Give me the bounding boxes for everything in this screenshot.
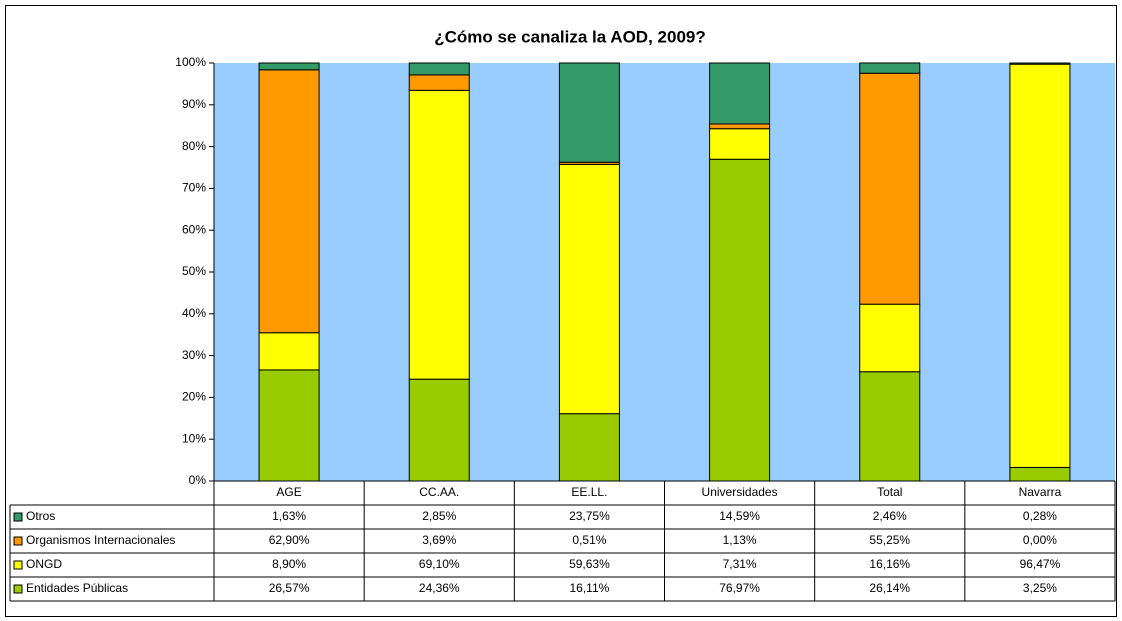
table-value: 2,46% [873, 509, 907, 523]
bar-segment [859, 62, 921, 74]
bar-segment [408, 74, 470, 91]
table-value: 55,25% [869, 533, 910, 547]
table-value: 76,97% [719, 581, 760, 595]
legend-key [13, 512, 23, 522]
table-value: 59,63% [569, 557, 610, 571]
table-value: 3,69% [422, 533, 456, 547]
y-tick-label: 50% [182, 264, 206, 278]
bar-segment [1009, 63, 1071, 468]
table-value: 16,16% [869, 557, 910, 571]
y-tick-label: 80% [182, 139, 206, 153]
table-value: 3,25% [1023, 581, 1057, 595]
table-value: 7,31% [723, 557, 757, 571]
bar-segment [709, 123, 771, 130]
y-tick-label: 20% [182, 390, 206, 404]
table-value: 1,63% [272, 509, 306, 523]
table-value: 0,51% [572, 533, 606, 547]
y-tick-label: 10% [182, 431, 206, 445]
table-value: 69,10% [419, 557, 460, 571]
bar-segment [859, 371, 921, 482]
bar-segment [1009, 466, 1071, 482]
table-value: 24,36% [419, 581, 460, 595]
bar-segment [258, 369, 320, 482]
bar-segment [258, 332, 320, 371]
table-value: 62,90% [269, 533, 310, 547]
legend-label: Otros [26, 509, 55, 523]
table-value: 1,13% [723, 533, 757, 547]
bar-segment [859, 303, 921, 373]
y-tick-label: 90% [182, 97, 206, 111]
legend-key [13, 584, 23, 594]
bar-segment [258, 62, 320, 71]
bar-segment [558, 163, 620, 415]
bar-segment [709, 62, 771, 125]
table-value: 16,11% [570, 581, 610, 595]
table-value: 8,90% [272, 557, 306, 571]
bar-segment [558, 413, 620, 482]
legend-key [13, 560, 23, 570]
y-tick-label: 40% [182, 306, 206, 320]
bar-segment [408, 89, 470, 380]
bar-segment [709, 128, 771, 160]
y-tick-label: 30% [182, 348, 206, 362]
x-tick-label: Universidades [702, 485, 778, 499]
legend-key [13, 536, 23, 546]
table-value: 96,47% [1020, 557, 1061, 571]
x-tick-label: CC.AA. [419, 485, 459, 499]
legend-label: ONGD [26, 557, 62, 571]
bar-segment [1009, 62, 1071, 65]
legend-label: Entidades Públicas [26, 581, 128, 595]
plot-area [214, 63, 1115, 481]
x-tick-label: Navarra [1019, 485, 1062, 499]
x-tick-label: EE.LL. [571, 485, 607, 499]
bar-segment [859, 72, 921, 305]
y-tick-label: 100% [175, 55, 206, 69]
y-tick-label: 0% [189, 473, 207, 487]
x-tick-label: Total [877, 485, 902, 499]
legend-label: Organismos Internacionales [26, 533, 175, 547]
y-tick-label: 60% [182, 222, 206, 236]
bar-segment [408, 378, 470, 482]
table-value: 14,59% [719, 509, 760, 523]
table-value: 23,75% [569, 509, 610, 523]
bar-segment [709, 158, 771, 482]
bar-segment [408, 62, 470, 76]
table-value: 2,85% [422, 509, 456, 523]
table-value: 26,14% [869, 581, 910, 595]
bar-segment [558, 62, 620, 163]
table-value: 26,57% [269, 581, 310, 595]
bar-segment [258, 69, 320, 334]
y-tick-label: 70% [182, 181, 206, 195]
x-tick-label: AGE [276, 485, 301, 499]
chart-title: ¿Cómo se canaliza la AOD, 2009? [434, 27, 705, 46]
table-value: 0,28% [1023, 509, 1057, 523]
table-value: 0,00% [1023, 533, 1057, 547]
